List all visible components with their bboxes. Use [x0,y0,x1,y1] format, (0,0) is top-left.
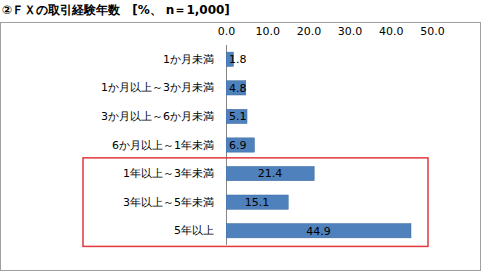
x-tick-label: 20.0 [297,25,322,38]
bars [226,52,411,238]
x-tick-label: 0.0 [218,25,236,38]
y-tick-label: 1か月以上～3か月未満 [101,81,214,94]
data-labels: 1.8 4.8 5.1 6.9 21.4 15.1 44.9 [229,53,331,237]
x-tick: 30.0 [338,25,363,39]
title: ②ＦＸの取引経験年数 [%、 n＝1,000] [2,3,230,17]
bar [226,109,247,123]
x-tick: 40.0 [379,25,404,39]
data-label: 44.9 [306,225,331,238]
y-axis: 1か月未満 1か月以上～3か月未満 3か月以上～6か月未満 6か月以上～1年未満 1年以… [101,45,227,245]
bar [226,138,254,152]
x-tick: 50.0 [420,25,445,39]
data-label: 15.1 [245,196,270,209]
chart-frame [1,23,481,271]
x-tick: 10.0 [255,25,280,39]
bar [226,195,288,209]
data-label: 21.4 [258,167,283,180]
y-tick: 3年以上～5年未満 [123,196,226,209]
y-tick: 3か月以上～6か月未満 [101,110,226,123]
y-tick: 5年以上 [174,224,226,237]
highlight-box [83,158,428,247]
bar [226,81,246,95]
data-label: 4.8 [229,82,247,95]
x-axis-line [227,39,433,40]
x-axis: 0.0 10.0 20.0 30.0 40.0 50.0 [218,25,445,40]
data-label: 6.9 [229,139,247,152]
bar [226,166,314,180]
y-tick-label: 5年以上 [174,224,214,237]
x-tick-label: 50.0 [420,25,445,38]
x-tick-label: 30.0 [338,25,363,38]
x-tick-label: 10.0 [255,25,280,38]
x-tick-label: 40.0 [379,25,404,38]
bar [226,224,411,238]
y-tick-label: 1年以上～3年未満 [123,167,214,180]
chart: ②ＦＸの取引経験年数 [%、 n＝1,000] 0.0 10.0 20.0 30.0 40… [0,0,481,271]
x-tick: 20.0 [297,25,322,39]
y-tick-label: 3か月以上～6か月未満 [101,110,214,123]
y-tick-label: 3年以上～5年未満 [123,196,214,209]
data-label: 5.1 [229,110,247,123]
data-label: 1.8 [229,53,247,66]
y-tick: 1年以上～3年未満 [123,167,226,180]
y-tick: 1か月以上～3か月未満 [101,81,226,94]
y-tick: 1か月未満 [163,53,226,66]
x-tick: 0.0 [218,25,236,39]
y-tick-label: 6か月以上～1年未満 [112,139,214,152]
y-tick-label: 1か月未満 [163,53,214,66]
y-tick: 6か月以上～1年未満 [112,139,226,152]
